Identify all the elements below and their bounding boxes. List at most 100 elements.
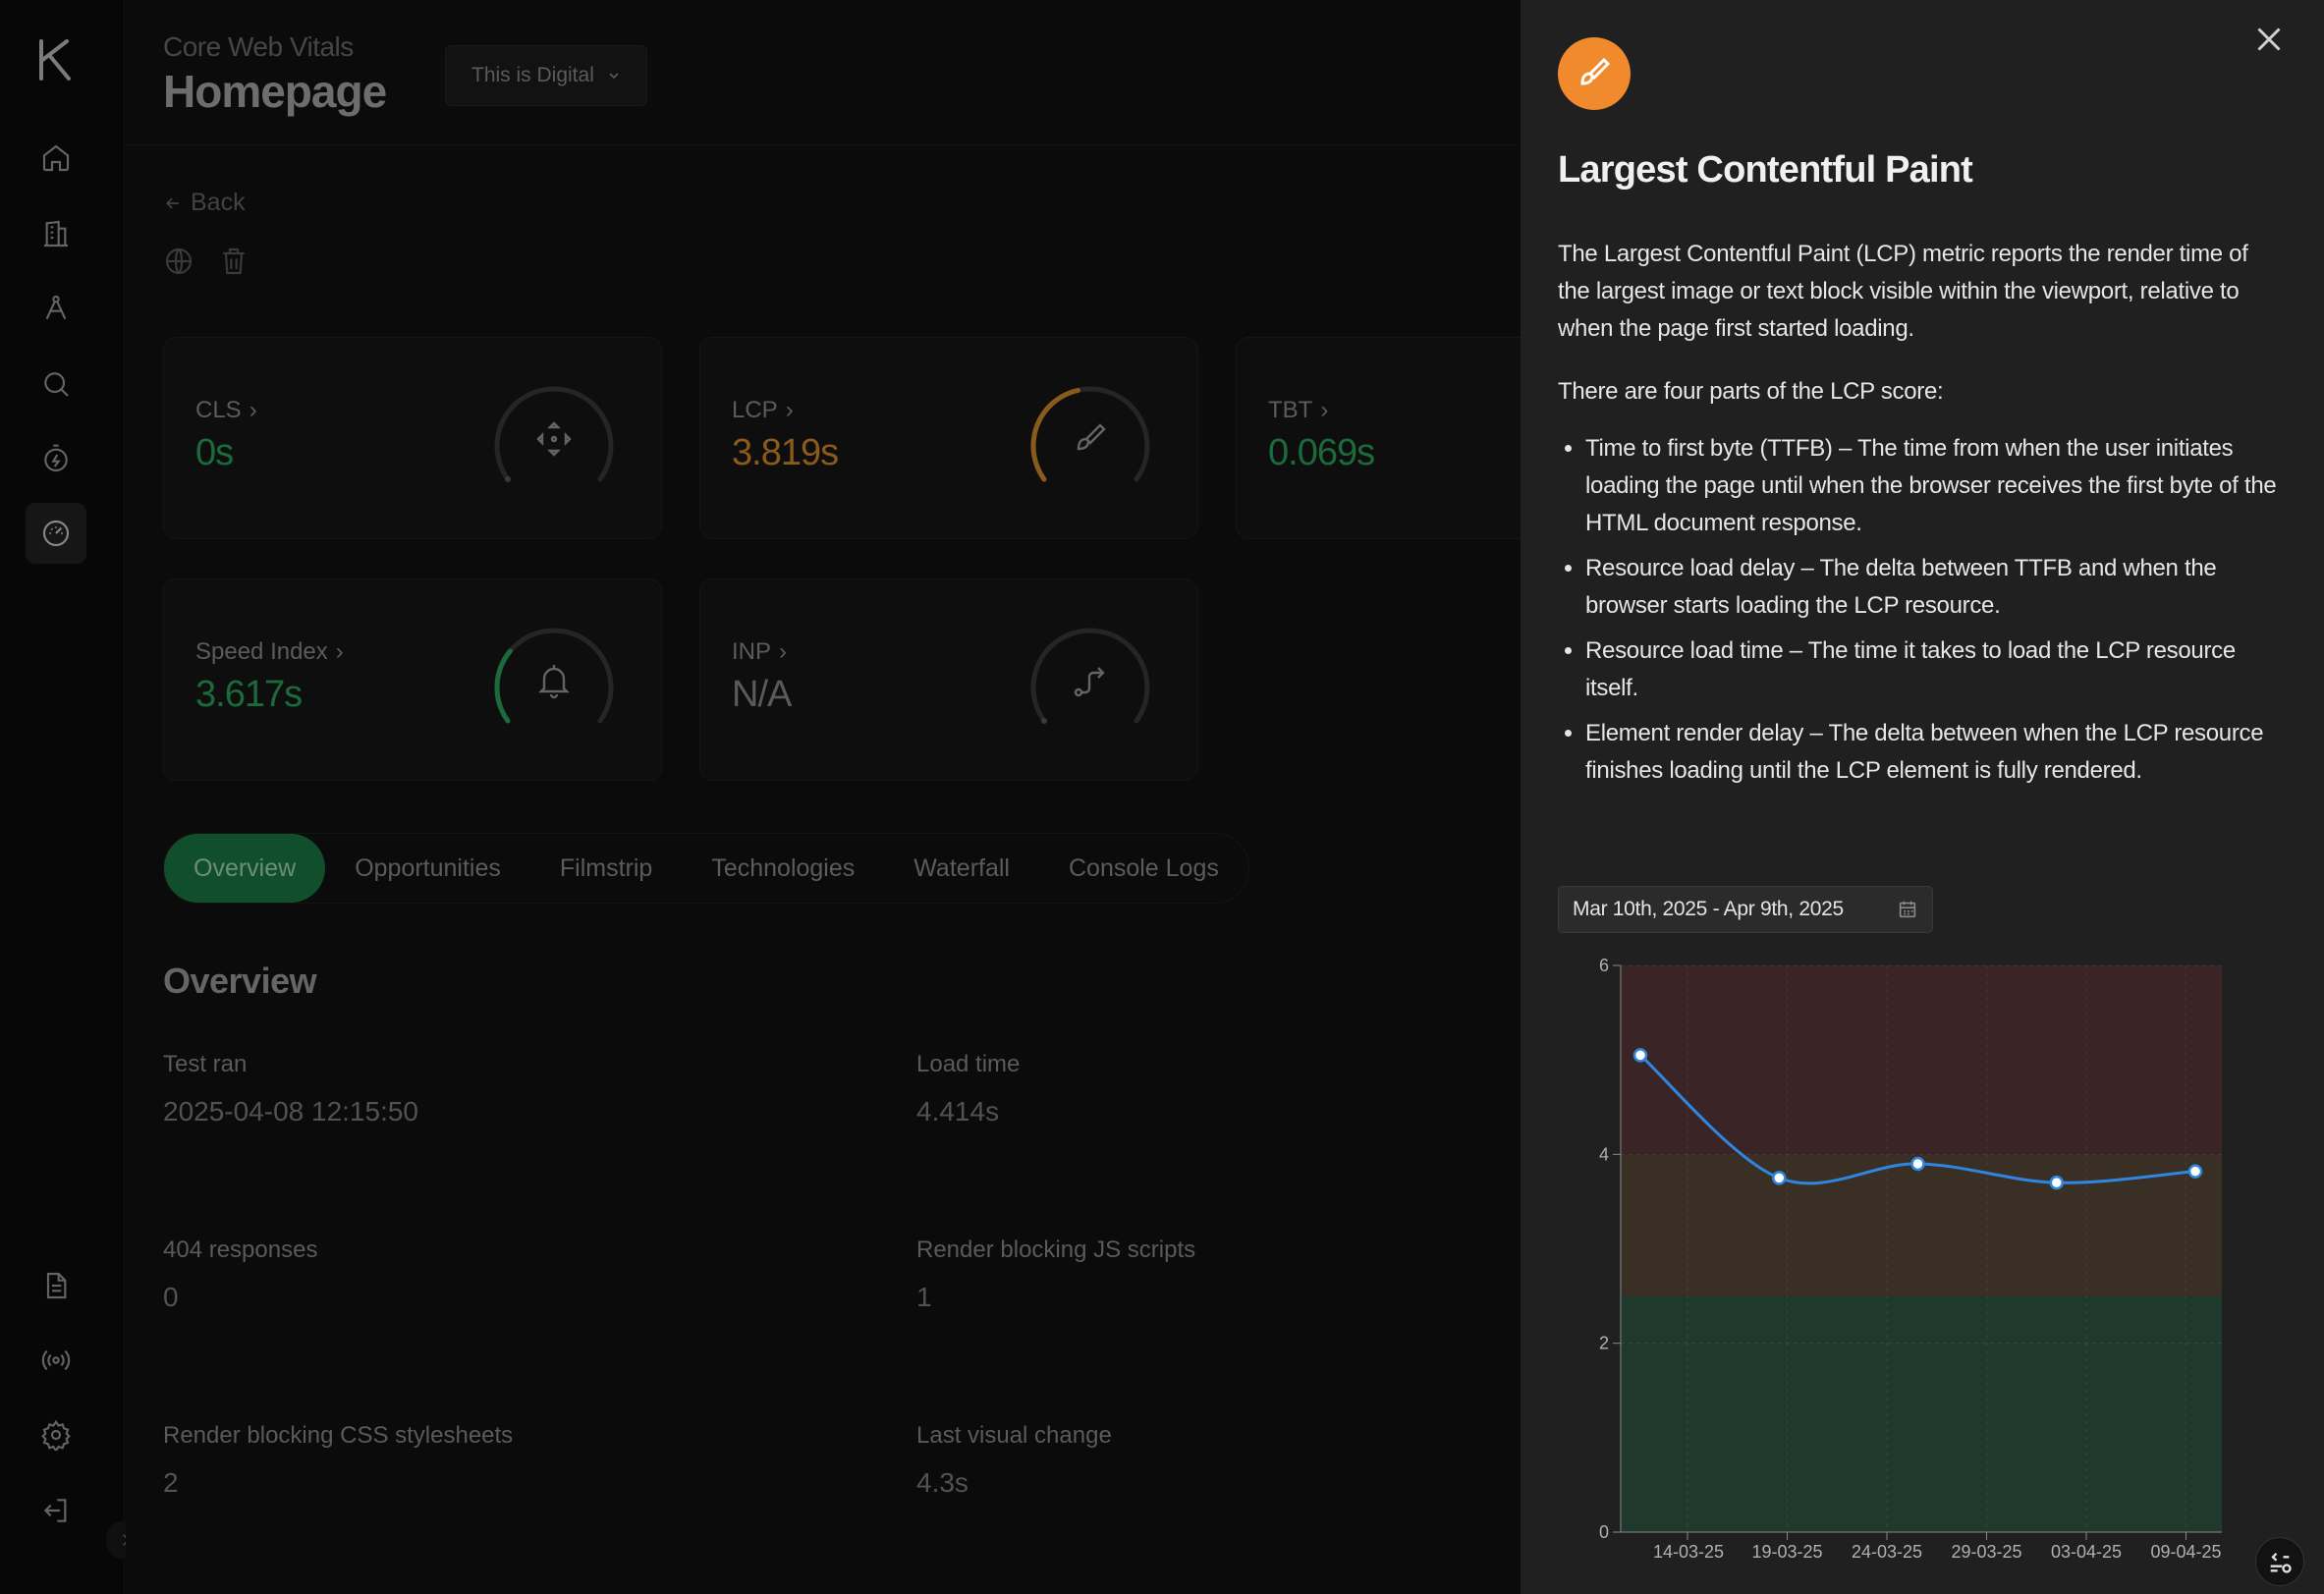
home-icon[interactable]	[26, 128, 86, 189]
y-tick-label: 6	[1599, 956, 1609, 975]
page-title: Homepage	[163, 66, 387, 117]
bell-icon	[538, 665, 570, 699]
gauge	[1030, 628, 1150, 724]
tab-overview[interactable]: Overview	[164, 834, 326, 903]
brush-icon	[1077, 423, 1106, 451]
stat-label: Load time	[916, 1051, 1021, 1077]
metric-card-inp[interactable]: INP › N/A	[699, 578, 1198, 781]
tab-console-logs[interactable]: Console Logs	[1068, 854, 1219, 882]
stat-render-blocking-css: Render blocking CSS stylesheets 2	[163, 1422, 513, 1499]
document-icon[interactable]	[26, 1255, 86, 1316]
y-tick-label: 2	[1599, 1334, 1609, 1353]
metric-name: INP	[732, 638, 772, 665]
y-tick-label: 0	[1599, 1522, 1609, 1542]
metric-name: TBT	[1268, 397, 1313, 423]
list-item: Time to first byte (TTFB) – The time fro…	[1585, 430, 2285, 542]
threshold-band	[1621, 1154, 2222, 1296]
feedback-button[interactable]	[2255, 1537, 2304, 1586]
list-item: Resource load time – The time it takes t…	[1585, 632, 2285, 707]
stat-last-visual-change: Last visual change 4.3s	[916, 1422, 1112, 1499]
drawer-intro: The Largest Contentful Paint (LCP) metri…	[1558, 241, 2248, 342]
list-settings-icon	[2270, 1553, 2292, 1573]
globe-icon[interactable]	[163, 246, 194, 277]
stat-label: Render blocking CSS stylesheets	[163, 1422, 514, 1449]
gauge-icon[interactable]	[26, 503, 86, 564]
stat-label: Test ran	[163, 1051, 248, 1077]
site-selector[interactable]: This is Digital	[445, 45, 647, 106]
tab-technologies[interactable]: Technologies	[711, 854, 856, 882]
close-icon[interactable]	[2251, 22, 2287, 57]
search-icon[interactable]	[26, 354, 86, 414]
data-point	[1772, 1171, 1787, 1185]
drawer-description: The Largest Contentful Paint (LCP) metri…	[1558, 236, 2285, 797]
stat-load-time: Load time 4.414s	[916, 1051, 1020, 1127]
stat-render-blocking-js: Render blocking JS scripts 1	[916, 1237, 1195, 1313]
tab-opportunities[interactable]: Opportunities	[355, 854, 501, 882]
metric-name: Speed Index	[195, 638, 328, 665]
drawer-title: Largest Contentful Paint	[1558, 149, 1973, 191]
page-header: Core Web Vitals Homepage This is Digital	[126, 0, 1521, 145]
stopwatch-icon[interactable]	[26, 428, 86, 489]
stat-label: Render blocking JS scripts	[916, 1237, 1196, 1263]
logout-icon[interactable]	[26, 1480, 86, 1541]
back-link[interactable]: Back	[163, 189, 246, 217]
lcp-parts-list: Time to first byte (TTFB) – The time fro…	[1558, 430, 2285, 790]
chevron-right-icon: ›	[1320, 397, 1329, 423]
drawer-parts-heading: There are four parts of the LCP score:	[1558, 378, 1944, 405]
metric-value: 0.069s	[1268, 432, 1375, 473]
stat-value: 0	[163, 1282, 179, 1312]
chevron-right-icon: ›	[785, 397, 794, 423]
chevron-right-icon: ›	[335, 638, 344, 665]
threshold-band	[1621, 1295, 2222, 1532]
metric-label: LCP ›	[732, 397, 794, 424]
x-tick-label: 09-04-25	[2151, 1542, 2222, 1562]
metric-card-cls[interactable]: CLS › 0s	[163, 337, 662, 539]
chevron-right-icon: ›	[249, 397, 257, 423]
gauge	[1030, 386, 1150, 482]
metric-name: LCP	[732, 397, 778, 423]
date-range-picker[interactable]: Mar 10th, 2025 - Apr 9th, 2025	[1558, 886, 1933, 933]
move-icon	[536, 421, 572, 457]
data-point	[2049, 1175, 2064, 1190]
tab-bar: Overview Opportunities Filmstrip Technol…	[163, 833, 1249, 904]
logo-icon[interactable]	[37, 37, 75, 82]
stat-value: 2025-04-08 12:15:50	[163, 1096, 418, 1127]
y-tick-label: 4	[1599, 1144, 1609, 1164]
list-item: Resource load delay – The delta between …	[1585, 550, 2285, 625]
main-content: Core Web Vitals Homepage This is Digital…	[126, 0, 1735, 1594]
section-title: Overview	[163, 961, 317, 1001]
tab-waterfall[interactable]: Waterfall	[913, 854, 1010, 882]
arrow-left-icon	[165, 196, 179, 209]
list-item: Element render delay – The delta between…	[1585, 715, 2285, 790]
stat-test-ran: Test ran 2025-04-08 12:15:50	[163, 1051, 418, 1127]
tab-filmstrip[interactable]: Filmstrip	[559, 854, 653, 882]
site-selector-label: This is Digital	[471, 64, 594, 86]
gauge	[494, 386, 614, 482]
page-subtitle: Core Web Vitals	[163, 31, 354, 62]
building-icon[interactable]	[26, 203, 86, 264]
stat-404-responses: 404 responses 0	[163, 1237, 317, 1313]
date-range-value: Mar 10th, 2025 - Apr 9th, 2025	[1573, 898, 1844, 920]
metric-card-speed-index[interactable]: Speed Index › 3.617s	[163, 578, 662, 781]
calendar-icon	[1899, 901, 1916, 918]
metric-value: 3.819s	[732, 432, 839, 473]
compass-icon[interactable]	[26, 278, 86, 339]
stat-value: 1	[916, 1282, 932, 1312]
chevron-down-icon	[609, 73, 619, 80]
x-tick-label: 29-03-25	[1952, 1542, 2022, 1562]
metric-value: N/A	[732, 674, 792, 715]
metric-value: 3.617s	[195, 674, 303, 715]
settings-icon[interactable]	[26, 1404, 86, 1465]
broadcast-icon[interactable]	[26, 1330, 86, 1391]
brush-icon	[1558, 37, 1631, 110]
x-tick-label: 14-03-25	[1653, 1542, 1724, 1562]
metric-card-lcp[interactable]: LCP › 3.819s	[699, 337, 1198, 539]
trash-icon[interactable]	[218, 246, 249, 277]
x-tick-label: 19-03-25	[1752, 1542, 1823, 1562]
metric-label: CLS ›	[195, 397, 257, 424]
data-point	[1910, 1156, 1925, 1172]
route-icon	[1074, 667, 1105, 697]
x-tick-label: 03-04-25	[2051, 1542, 2122, 1562]
data-point	[1632, 1048, 1648, 1063]
